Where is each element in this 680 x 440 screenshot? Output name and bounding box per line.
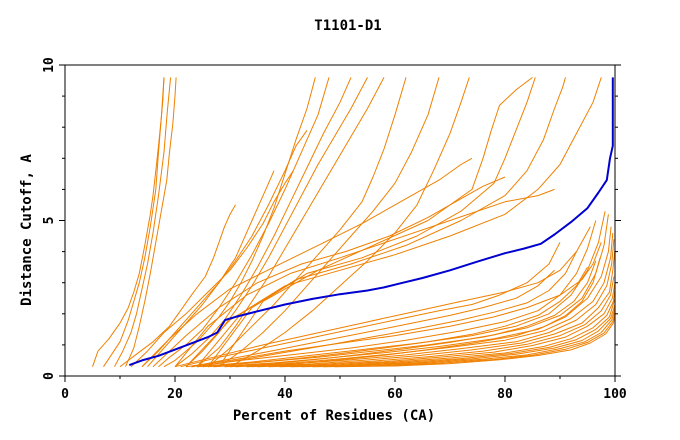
x-tick-label: 0	[61, 387, 69, 402]
chart-title: T1101-D1	[314, 18, 381, 34]
y-tick-label: 5	[42, 217, 57, 225]
series-line-7	[141, 130, 308, 368]
x-tick-label: 40	[277, 387, 293, 402]
series-line-15	[218, 77, 440, 368]
x-tick-label: 60	[387, 387, 403, 402]
x-axis-label: Percent of Residues (CA)	[233, 408, 435, 424]
series-line-5	[119, 204, 236, 368]
series-line-8	[147, 170, 275, 368]
x-tick-label: 20	[167, 387, 183, 402]
series-line-4	[125, 77, 177, 367]
series-line-3	[114, 77, 172, 367]
x-tick-label: 100	[603, 387, 627, 402]
series-line-28	[202, 214, 609, 368]
series-line-19	[174, 188, 555, 368]
series-line-12	[185, 77, 368, 368]
series-line-36	[290, 298, 616, 368]
x-tick-label: 80	[497, 387, 513, 402]
series-line-37	[301, 304, 616, 368]
series-line-1	[92, 77, 165, 367]
series-line-42	[229, 260, 597, 368]
series-line-26	[191, 220, 597, 368]
series-line-38	[312, 307, 616, 368]
series-line-22	[207, 77, 536, 367]
series-line-21	[196, 77, 566, 368]
series-line-13	[196, 77, 385, 368]
series-line-31	[235, 239, 615, 368]
plot-frame	[64, 64, 616, 377]
series-line-16	[229, 77, 470, 368]
series-line-44	[191, 269, 555, 368]
series-line-24	[180, 242, 561, 368]
axis-ticks: 0 20 40 60 80 100 0 5 10	[42, 57, 627, 402]
series-line-18	[152, 176, 506, 368]
series-line-41	[207, 266, 588, 368]
series-line-27	[196, 211, 606, 368]
series-line-33	[257, 276, 615, 368]
series-line-40	[334, 313, 616, 368]
series-line-20	[185, 77, 602, 368]
series-line-17	[141, 157, 473, 368]
series-line-25	[185, 242, 602, 368]
y-tick-label: 10	[42, 57, 57, 73]
series-line-43	[251, 257, 601, 368]
series-line-30	[224, 232, 614, 368]
series-line-6	[130, 170, 294, 368]
series-line-32	[246, 248, 616, 368]
series-line-11	[174, 77, 352, 368]
series-line-2	[103, 77, 165, 367]
series-line-10	[158, 77, 330, 368]
series-line-45	[196, 251, 577, 368]
series-line-34	[268, 282, 616, 368]
series-line-23	[218, 77, 533, 367]
series-line-39	[323, 310, 616, 368]
y-axis-label: Distance Cutoff, A	[19, 154, 35, 306]
series-line-14	[207, 77, 407, 368]
plot-lines	[92, 77, 616, 368]
y-tick-label: 0	[42, 372, 57, 380]
series-line-35	[279, 288, 616, 368]
series-line-46	[174, 226, 591, 368]
highlight-series-line	[128, 77, 614, 367]
